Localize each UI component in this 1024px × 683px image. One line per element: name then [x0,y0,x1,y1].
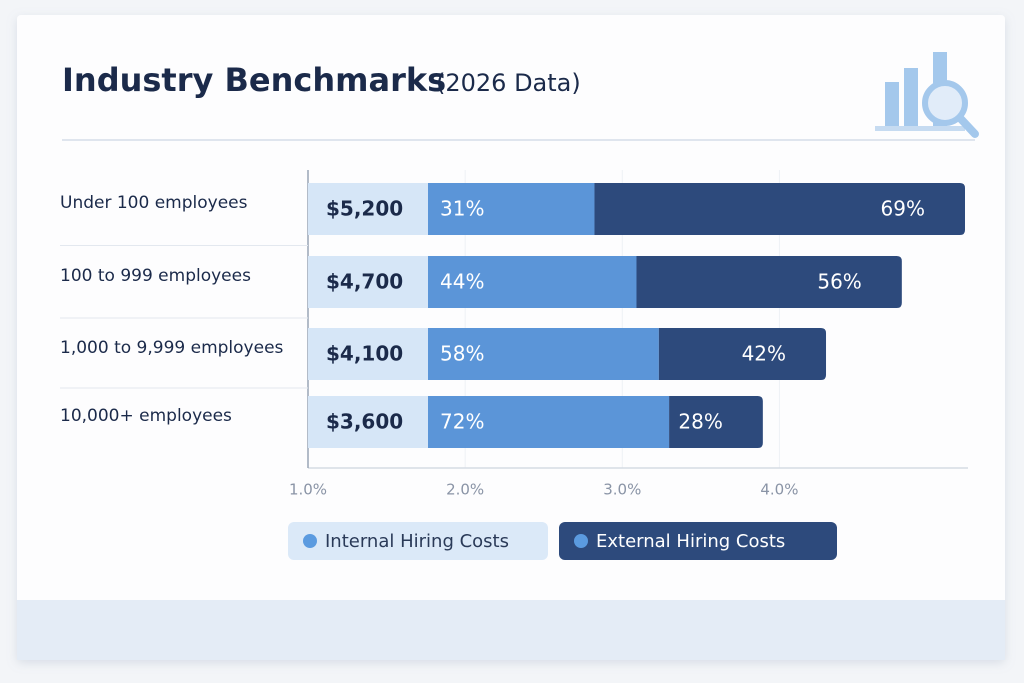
legend-swatch [574,534,588,548]
cost-bar [308,396,428,448]
icon [875,52,979,138]
y-tick-label: 1,000 to 9,999 employees [60,338,284,358]
y-tick-label: 100 to 999 employees [60,266,251,286]
legend-item [288,522,548,560]
bar [428,396,670,448]
data-label: 28% [678,410,722,434]
legend-swatch [303,534,317,548]
cost-label: $4,100 [326,342,403,366]
data-label: 58% [440,342,484,366]
bar [428,256,637,308]
y-tick-label: 10,000+ employees [60,406,232,426]
legend-label: Internal Hiring Costs [325,531,509,552]
x-tick-label: 3.0% [603,481,641,499]
data-label: 56% [817,270,861,294]
bar [428,328,659,380]
cost-label: $3,600 [326,410,403,434]
bar [636,256,902,308]
x-tick-label: 2.0% [446,481,484,499]
legend-item [559,522,837,560]
data-label: 44% [440,270,484,294]
bar [428,183,595,235]
cost-bar [308,183,428,235]
data-label: 69% [881,197,925,221]
bar [594,183,965,235]
data-label: 72% [440,410,484,434]
data-label: 31% [440,197,484,221]
legend-label: External Hiring Costs [596,531,785,552]
bar [669,396,763,448]
x-tick-label: 1.0% [289,481,327,499]
bar [658,328,827,380]
cost-label: $4,700 [326,270,403,294]
card-footer [17,600,1005,660]
cost-bar [308,256,428,308]
x-tick-label: 4.0% [760,481,798,499]
chart-title: Industry Benchmarks [62,61,446,99]
cost-label: $5,200 [326,197,403,221]
cost-bar [308,328,428,380]
chart-subtitle: (2026 Data) [436,69,581,97]
y-tick-label: Under 100 employees [60,193,248,213]
data-label: 42% [742,342,786,366]
